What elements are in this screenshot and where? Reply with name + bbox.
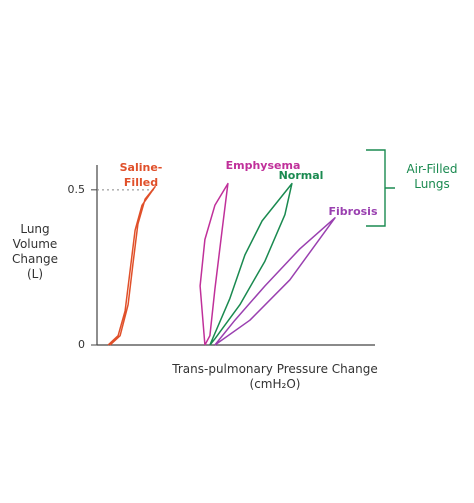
series-label: Normal (278, 169, 324, 182)
y-tick-label: 0 (78, 338, 85, 351)
series-line (199, 182, 229, 346)
annotation-bracket (366, 149, 395, 227)
x-axis-label: Trans-pulmonary Pressure Change (cmH₂O) (172, 362, 378, 391)
series-label: Saline-Filled (119, 161, 163, 189)
series-line (107, 185, 156, 346)
series-line (214, 217, 336, 346)
series-line (209, 182, 293, 346)
series-label: Emphysema (225, 159, 301, 172)
y-tick-label: 0.5 (68, 183, 86, 196)
y-axis-label: Lung Volume Change (L) (12, 222, 58, 281)
annotation: Air-Filled Lungs (406, 162, 458, 191)
series-label: Fibrosis (328, 205, 378, 218)
